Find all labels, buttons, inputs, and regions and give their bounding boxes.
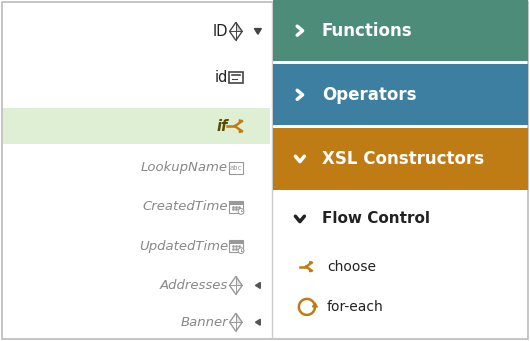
Polygon shape — [236, 277, 242, 285]
Polygon shape — [310, 262, 312, 264]
Polygon shape — [236, 23, 242, 31]
Text: Addresses: Addresses — [160, 279, 228, 292]
Text: UpdatedTime: UpdatedTime — [139, 240, 228, 253]
Text: abc: abc — [229, 165, 242, 171]
Polygon shape — [240, 120, 242, 123]
Polygon shape — [255, 319, 260, 325]
Polygon shape — [312, 303, 317, 307]
Bar — [3, 108, 270, 144]
Text: CreatedTime: CreatedTime — [143, 201, 228, 213]
Circle shape — [238, 248, 244, 253]
Text: XSL Constructors: XSL Constructors — [322, 150, 484, 168]
Text: Flow Control: Flow Control — [322, 211, 430, 226]
Text: LookupName: LookupName — [141, 161, 228, 174]
FancyBboxPatch shape — [229, 240, 243, 244]
Text: ID: ID — [213, 24, 228, 39]
FancyBboxPatch shape — [229, 201, 243, 205]
Bar — [273, 0, 528, 61]
Text: Banner: Banner — [180, 316, 228, 329]
Polygon shape — [254, 29, 261, 34]
Polygon shape — [255, 282, 260, 288]
Text: Functions: Functions — [322, 22, 412, 40]
Text: id: id — [215, 70, 228, 85]
Bar — [273, 128, 528, 190]
Polygon shape — [229, 23, 242, 40]
Bar — [273, 64, 528, 125]
FancyBboxPatch shape — [229, 240, 243, 252]
FancyBboxPatch shape — [229, 162, 243, 174]
Text: Operators: Operators — [322, 86, 417, 104]
FancyBboxPatch shape — [229, 72, 243, 83]
Text: choose: choose — [327, 260, 376, 274]
Polygon shape — [229, 313, 242, 331]
Text: if: if — [217, 119, 228, 134]
Polygon shape — [229, 277, 242, 294]
Text: for-each: for-each — [327, 300, 384, 314]
Polygon shape — [310, 269, 312, 272]
Circle shape — [238, 209, 244, 214]
Polygon shape — [240, 130, 242, 133]
FancyBboxPatch shape — [229, 201, 243, 213]
Polygon shape — [236, 313, 242, 322]
